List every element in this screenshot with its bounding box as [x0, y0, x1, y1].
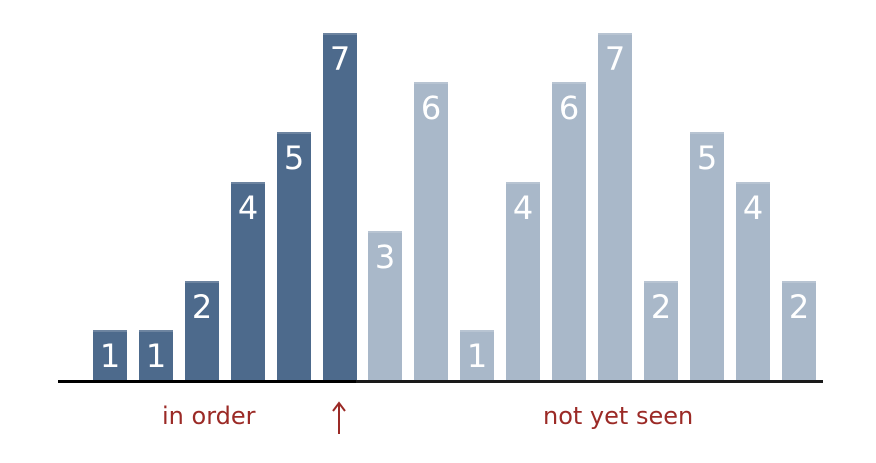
bar-in-order: 5	[277, 132, 311, 380]
bar-value-label: 2	[650, 288, 672, 326]
bar-value-label: 3	[374, 238, 396, 276]
bar-value-label: 1	[466, 337, 488, 375]
in-order-caption: in order	[162, 402, 256, 430]
bar-value-label: 6	[558, 89, 580, 127]
bar-not-yet-seen: 7	[598, 33, 632, 380]
bar-value-label: 1	[99, 337, 121, 375]
bar-value-label: 6	[420, 89, 442, 127]
bar-value-label: 5	[283, 139, 305, 177]
bar-in-order: 4	[231, 182, 265, 380]
bar-not-yet-seen: 4	[736, 182, 770, 380]
bar-not-yet-seen: 5	[690, 132, 724, 380]
bar-not-yet-seen: 6	[552, 82, 586, 380]
baseline	[58, 380, 823, 383]
bar-value-label: 1	[145, 337, 167, 375]
bar-in-order: 1	[139, 330, 173, 380]
bar-not-yet-seen: 6	[414, 82, 448, 380]
bar-value-label: 2	[191, 288, 213, 326]
bar-not-yet-seen: 4	[506, 182, 540, 380]
bar-value-label: 5	[696, 139, 718, 177]
bar-in-order: 7	[323, 33, 357, 380]
bar-value-label: 7	[604, 40, 626, 78]
bar-value-label: 4	[512, 189, 534, 227]
up-arrow-icon	[332, 401, 346, 434]
bar-value-label: 4	[237, 189, 259, 227]
bar-value-label: 2	[788, 288, 810, 326]
bar-value-label: 4	[742, 189, 764, 227]
bar-not-yet-seen: 2	[782, 281, 816, 380]
bar-in-order: 2	[185, 281, 219, 380]
bar-not-yet-seen: 1	[460, 330, 494, 380]
bar-in-order: 1	[93, 330, 127, 380]
not-yet-seen-caption: not yet seen	[543, 402, 694, 430]
bar-value-label: 7	[329, 40, 351, 78]
baseline-in-order	[58, 380, 356, 383]
bar-not-yet-seen: 3	[368, 231, 402, 380]
bar-not-yet-seen: 2	[644, 281, 678, 380]
